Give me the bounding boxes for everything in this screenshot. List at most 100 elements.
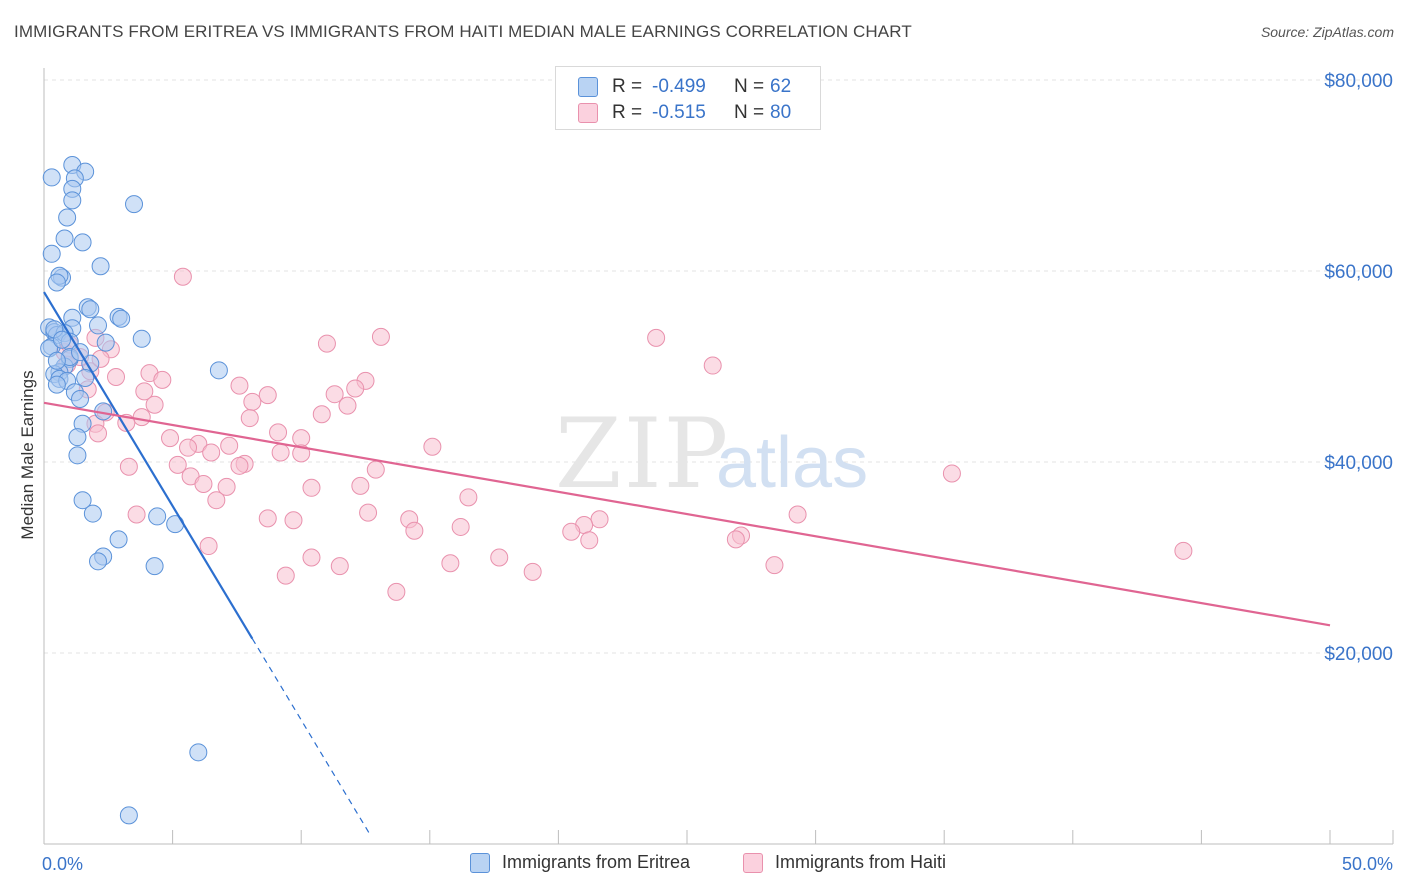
haiti-point [145,395,164,414]
eritrea-point [145,557,164,576]
haiti-point [153,370,172,389]
eritrea-point [73,491,92,510]
y-tick-label: $60,000 [1324,262,1393,283]
watermark-atlas: atlas [716,423,868,503]
haiti-point [292,444,311,463]
r-label: R = [612,76,643,97]
n-label: N = [734,76,765,97]
eritrea-point [81,300,100,319]
legend-item-eritrea[interactable]: Immigrants from Eritrea [470,852,690,873]
eritrea-point [42,168,61,187]
haiti-point [179,438,198,457]
eritrea-point [71,389,90,408]
haiti-point [292,429,311,448]
eritrea-point [119,806,138,825]
r-value-eritrea: -0.499 [652,76,706,97]
x-tick-label-min: 0.0% [42,854,83,874]
eritrea-point [109,530,128,549]
haiti-point [387,582,406,601]
eritrea-point [76,368,95,387]
haiti-point [168,455,187,474]
stats-legend: R = -0.499 N = 62 R = -0.515 N = 80 [555,66,821,130]
haiti-point [788,505,807,524]
haiti-point [351,476,370,495]
eritrea-point [96,333,115,352]
legend-label-haiti: Immigrants from Haiti [775,852,947,872]
eritrea-point [68,428,87,447]
eritrea-point [47,375,66,394]
haiti-point [338,396,357,415]
y-tick-label: $80,000 [1324,71,1393,92]
eritrea-point [63,191,82,210]
haiti-point [276,566,295,585]
series-legend: Immigrants from Eritrea Immigrants from … [0,852,1406,878]
y-axis-title: Median Male Earnings [18,370,37,539]
watermark-zip: ZIP [555,398,730,510]
haiti-point [269,423,288,442]
haiti-point [302,548,321,567]
haiti-point [765,556,784,575]
source-label: Source: ZipAtlas.com [1260,24,1394,40]
haiti-point [346,379,365,398]
eritrea-point [42,244,61,263]
eritrea-point [55,229,74,248]
tick-labels: $20,000 $40,000 $60,000 $80,000 0.0% 50.0% [42,71,1393,874]
haiti-point [371,327,390,346]
haiti-point [441,554,460,573]
y-tick-label: $20,000 [1324,644,1393,665]
haiti-point [207,491,226,510]
haiti-point [173,267,192,286]
haiti-point [202,443,221,462]
haiti-point [132,408,151,427]
eritrea-point [209,361,228,380]
haiti-point [258,509,277,528]
axes [43,68,1394,845]
haiti-point [942,464,961,483]
haiti-point [89,424,108,443]
haiti-point [258,386,277,405]
n-value-eritrea: 62 [770,76,792,97]
haiti-point [119,457,138,476]
haiti-point [580,531,599,550]
eritrea-point [58,208,77,227]
haiti-point [405,521,424,540]
eritrea-point [47,273,66,292]
haiti-point [135,382,154,401]
haiti-point [161,429,180,448]
haiti-point [217,477,236,496]
haiti-point [490,548,509,567]
haiti-point [647,328,666,347]
n-value-haiti: 80 [770,102,792,123]
haiti-point [230,456,249,475]
eritrea-point [47,351,66,370]
haiti-point [271,443,290,462]
haiti-point [194,474,213,493]
haiti-point [220,436,239,455]
eritrea-trend-line [43,291,254,640]
haiti-point [302,478,321,497]
haiti-point [1174,541,1193,560]
stats-row-haiti: R = -0.515 N = 80 [578,100,791,126]
y-tick-label: $40,000 [1324,453,1393,474]
haiti-point [423,437,442,456]
haiti-point [359,503,378,522]
haiti-point [312,405,331,424]
haiti-point [451,517,470,536]
haiti-point [284,511,303,530]
eritrea-point [148,507,167,526]
haiti-point [562,522,581,541]
eritrea-point [68,446,87,465]
eritrea-point [89,316,108,335]
haiti-point [726,530,745,549]
haiti-point [366,460,385,479]
r-value-haiti: -0.515 [652,102,706,123]
haiti-point [317,334,336,353]
eritrea-point [83,504,102,523]
eritrea-legend-swatch [470,852,490,873]
stats-row-eritrea: R = -0.499 N = 62 [578,74,791,100]
eritrea-point [112,309,131,328]
chart-title: IMMIGRANTS FROM ERITREA VS IMMIGRANTS FR… [14,22,912,41]
legend-item-haiti[interactable]: Immigrants from Haiti [743,852,946,873]
haiti-point [127,505,146,524]
eritrea-swatch [578,77,598,97]
